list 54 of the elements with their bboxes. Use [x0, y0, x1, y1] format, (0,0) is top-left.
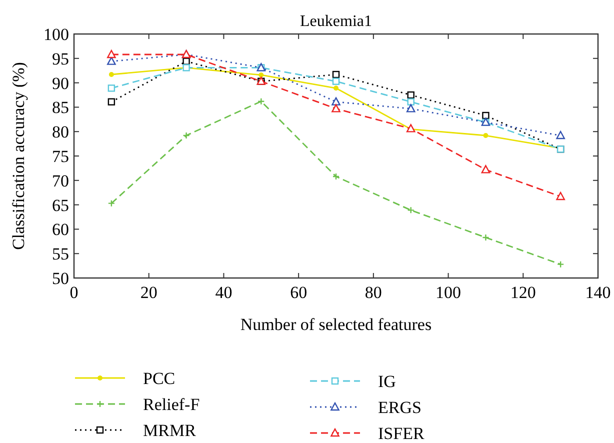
x-tick-label: 20 — [140, 283, 158, 302]
y-tick-label: 95 — [52, 49, 69, 68]
y-tick-label: 70 — [52, 171, 69, 190]
point — [556, 192, 565, 200]
x-tick-label: 100 — [436, 283, 462, 302]
x-tick-label: 120 — [510, 283, 536, 302]
legend-label: Relief-F — [143, 394, 200, 414]
y-tick-label: 60 — [52, 220, 69, 240]
x-tick-label: 60 — [290, 283, 308, 302]
y-tick-label: 55 — [52, 244, 69, 264]
point — [407, 91, 414, 99]
point — [258, 72, 264, 78]
x-tick-label: 140 — [585, 283, 611, 302]
x-tick-label: 40 — [215, 283, 232, 302]
y-axis-title: Classification accuracy (%) — [9, 62, 28, 250]
point — [556, 260, 564, 268]
x-tick-label: 0 — [70, 283, 78, 302]
x-axis-title: Number of selected features — [240, 315, 432, 334]
point — [108, 84, 116, 92]
point — [108, 72, 114, 78]
point — [332, 70, 340, 78]
point — [334, 86, 338, 91]
legend-label: MRMR — [143, 420, 197, 440]
point — [108, 200, 116, 207]
legend-label: ERGS — [378, 398, 422, 417]
point — [258, 98, 265, 105]
point — [332, 78, 340, 85]
point — [483, 133, 488, 138]
y-tick-label: 65 — [52, 196, 69, 215]
point — [108, 98, 116, 106]
point — [407, 98, 414, 106]
legend-label: ISFER — [378, 424, 425, 443]
legend-label: PCC — [143, 368, 176, 388]
chart-title: Leukemia1 — [300, 13, 372, 30]
point — [332, 172, 340, 180]
point — [332, 104, 340, 112]
point — [406, 124, 416, 132]
point — [556, 130, 565, 140]
point — [481, 165, 490, 174]
y-tick-label: 75 — [52, 146, 69, 166]
point — [407, 206, 414, 214]
point — [482, 234, 490, 242]
y-tick-label: 80 — [52, 122, 69, 142]
legend-label: IG — [378, 372, 396, 391]
y-tick-label: 100 — [44, 24, 69, 44]
point — [332, 97, 340, 106]
y-tick-label: 50 — [52, 268, 69, 288]
y-tick-label: 85 — [52, 98, 69, 118]
x-tick-label: 80 — [364, 283, 382, 302]
point — [107, 50, 116, 58]
y-tick-label: 90 — [52, 74, 69, 93]
point — [182, 132, 190, 140]
point — [482, 112, 490, 120]
point — [406, 104, 416, 112]
